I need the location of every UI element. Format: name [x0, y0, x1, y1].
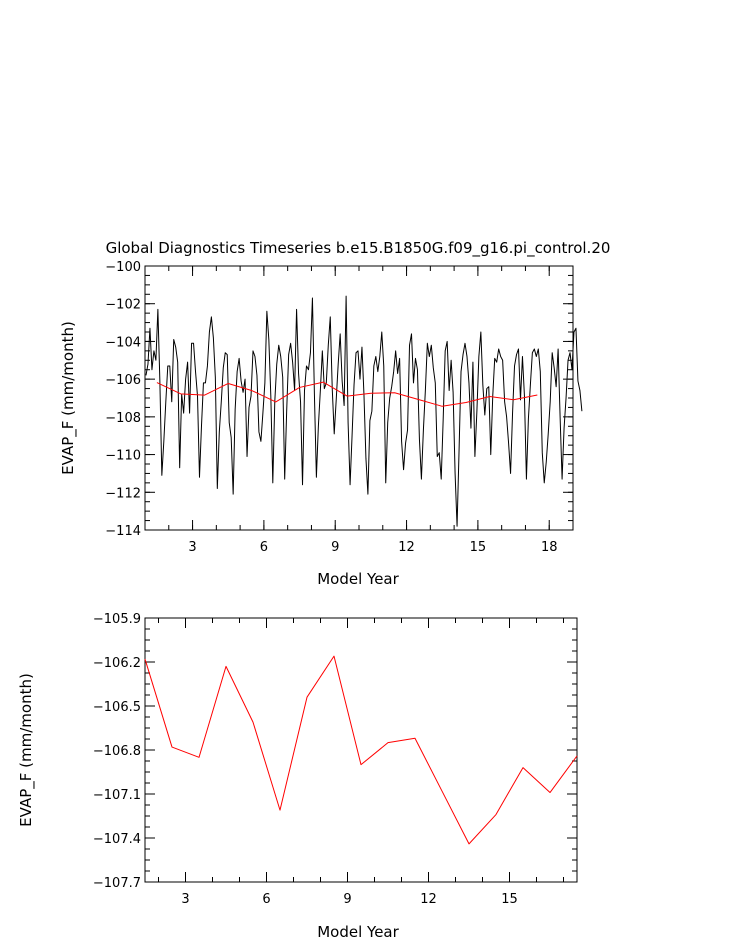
plot-frame	[144, 617, 578, 883]
x-tick-label: 18	[541, 540, 558, 555]
timeseries-chart-monthly: Global Diagnostics Timeseries b.e15.B185…	[59, 239, 610, 588]
y-tick-label: −107.7	[93, 876, 141, 891]
x-tick-label: 9	[343, 892, 351, 907]
x-axis-label: Model Year	[317, 570, 399, 588]
y-tick-label: −107.1	[93, 788, 141, 803]
x-tick-label: 6	[260, 540, 268, 555]
monthly-series-line	[145, 295, 583, 527]
y-tick-label: −114	[105, 524, 141, 539]
x-tick-label: 12	[398, 540, 415, 555]
y-tick-label: −102	[105, 298, 141, 313]
y-tick-label: −110	[105, 449, 141, 464]
x-tick-label: 15	[470, 540, 487, 555]
annual-mean-line	[144, 655, 578, 845]
x-tick-label: 9	[331, 540, 339, 555]
timeseries-chart-annual: Model Year EVAP_F (mm/month) 3 6 9 12 15 −107…	[17, 612, 578, 941]
y-tick-label: −106.5	[93, 700, 141, 715]
annual-mean-line	[156, 381, 538, 407]
y-tick-label: −106	[105, 373, 141, 388]
y-tick-label: −106.8	[93, 744, 141, 759]
x-tick-label: 6	[262, 892, 270, 907]
plot-frame	[144, 265, 574, 531]
x-axis-label: Model Year	[317, 923, 399, 941]
y-tick-label: −104	[105, 335, 141, 350]
x-tick-label: 3	[181, 892, 189, 907]
y-tick-label: −108	[105, 411, 141, 426]
y-tick-label: −112	[105, 486, 141, 501]
y-axis-label: EVAP_F (mm/month)	[17, 673, 36, 827]
y-tick-label: −100	[105, 260, 141, 275]
x-tick-label: 15	[501, 892, 518, 907]
y-tick-label: −106.2	[93, 656, 141, 671]
y-axis-label: EVAP_F (mm/month)	[59, 321, 78, 475]
x-tick-label: 3	[188, 540, 196, 555]
y-tick-label: −105.9	[93, 612, 141, 627]
y-tick-label: −107.4	[93, 832, 141, 847]
x-tick-label: 12	[420, 892, 437, 907]
chart-title: Global Diagnostics Timeseries b.e15.B185…	[106, 239, 611, 258]
